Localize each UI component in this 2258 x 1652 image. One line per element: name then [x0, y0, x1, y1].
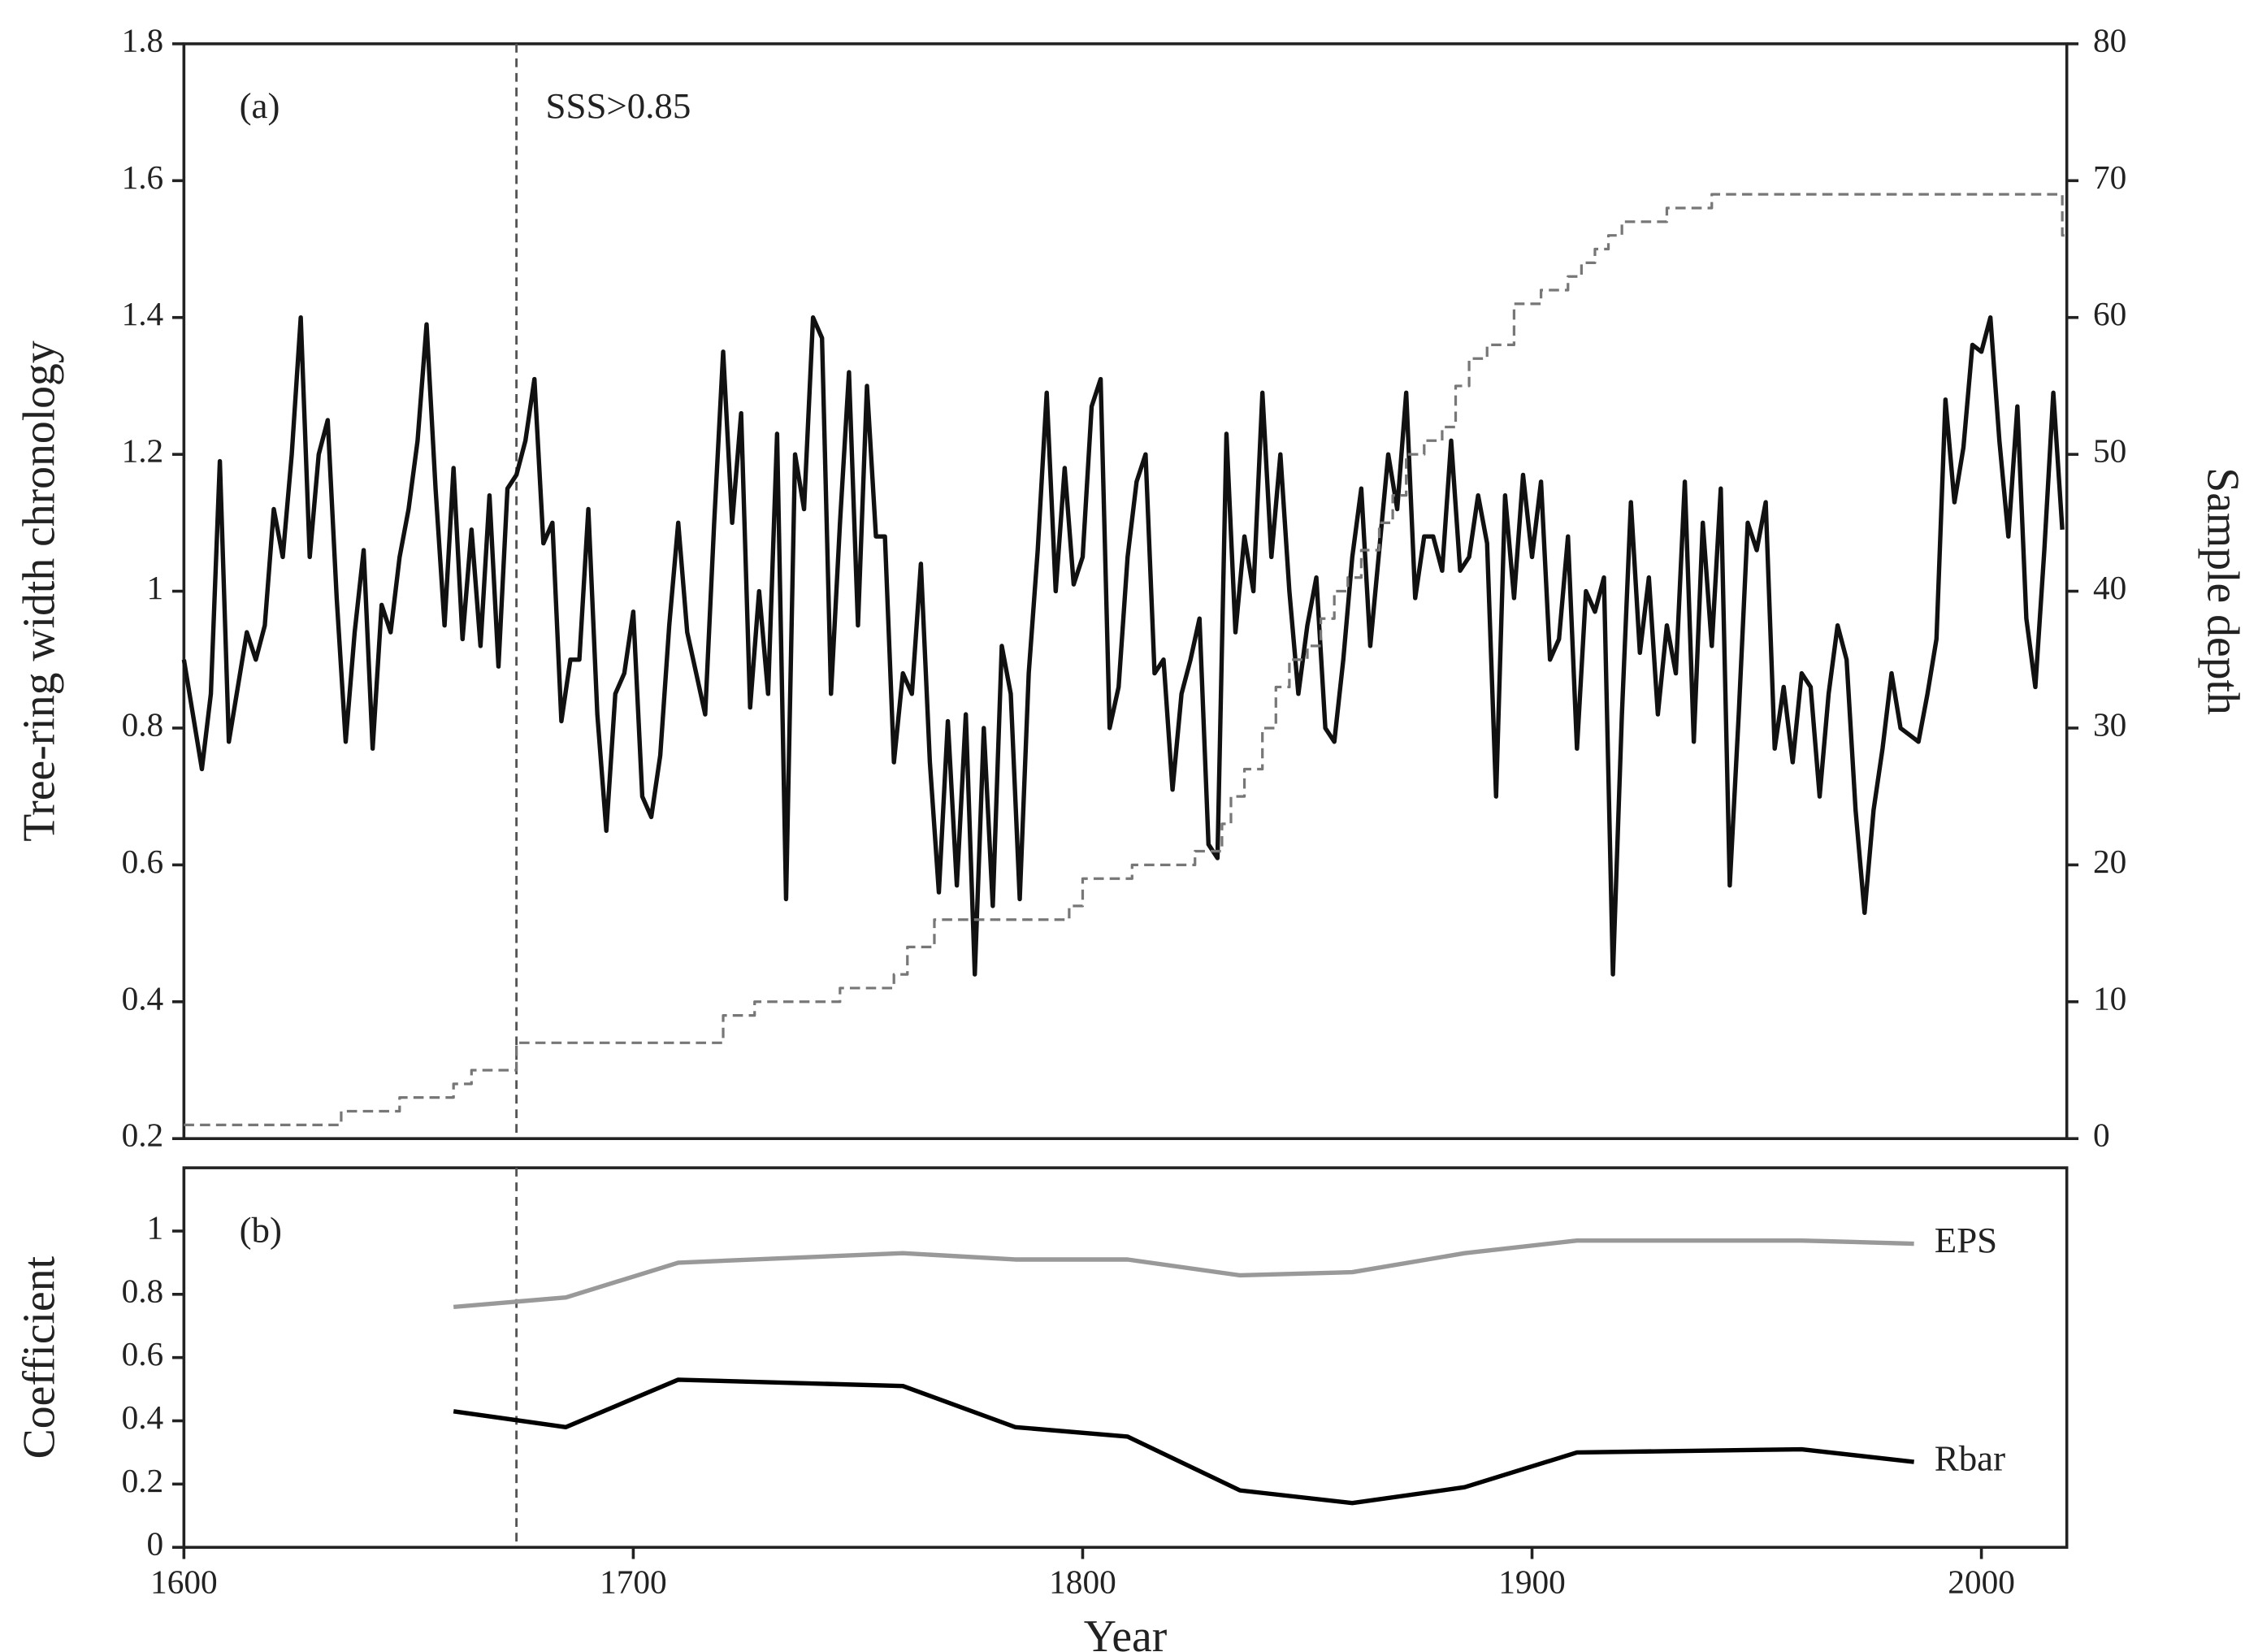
y-axis-label: Coefficient	[15, 1255, 65, 1459]
plot-frame	[182, 1166, 2069, 1549]
y2-tick-label: 80	[2093, 21, 2126, 59]
y2-tick-label: 0	[2093, 1117, 2110, 1154]
y2-tick-label: 60	[2093, 295, 2126, 332]
y-tick-label: 0.6	[122, 843, 164, 880]
x-tick-label: 2000	[1948, 1563, 2015, 1600]
y2-tick-label: 50	[2093, 432, 2126, 470]
y-tick-label: 0.4	[122, 979, 164, 1017]
series-line	[453, 1238, 1914, 1310]
series-label: Rbar	[1935, 1437, 2005, 1478]
y-axis-label: Tree-ring width chronology	[15, 340, 65, 842]
y-tick-label: 1.6	[122, 158, 164, 196]
series-label: EPS	[1935, 1220, 1997, 1260]
x-tick-label: 1700	[600, 1563, 667, 1600]
panel-label: (b)	[240, 1209, 282, 1250]
y-tick-label: 1	[147, 569, 164, 606]
y2-axis-label: Sample depth	[2198, 467, 2248, 715]
y2-tick-label: 10	[2093, 979, 2126, 1017]
series-line	[184, 193, 2067, 1126]
y2-tick-label: 40	[2093, 569, 2126, 606]
x-axis-label: Year	[1084, 1611, 1168, 1652]
y-tick-label: 0.8	[122, 705, 164, 743]
y2-tick-label: 70	[2093, 158, 2126, 196]
y2-tick-label: 30	[2093, 705, 2126, 743]
y-tick-label: 0.8	[122, 1272, 164, 1309]
series-line	[453, 1377, 1914, 1506]
y-tick-label: 1.8	[122, 21, 164, 59]
y-tick-label: 0.6	[122, 1335, 164, 1372]
x-tick-label: 1900	[1498, 1563, 1566, 1600]
y2-tick-label: 20	[2093, 843, 2126, 880]
panel-label: (a)	[240, 85, 280, 126]
y-tick-label: 1.4	[122, 295, 164, 332]
series-line	[181, 315, 2065, 977]
y-tick-label: 0.4	[122, 1398, 164, 1436]
y-tick-label: 0.2	[122, 1117, 164, 1154]
x-tick-label: 1600	[150, 1563, 218, 1600]
y-tick-label: 1.2	[122, 432, 164, 470]
annotation: SSS>0.85	[546, 85, 691, 126]
y-tick-label: 0	[147, 1525, 164, 1563]
y-tick-label: 1	[147, 1208, 164, 1246]
x-tick-label: 1800	[1049, 1563, 1116, 1600]
y-tick-label: 0.2	[122, 1462, 164, 1499]
